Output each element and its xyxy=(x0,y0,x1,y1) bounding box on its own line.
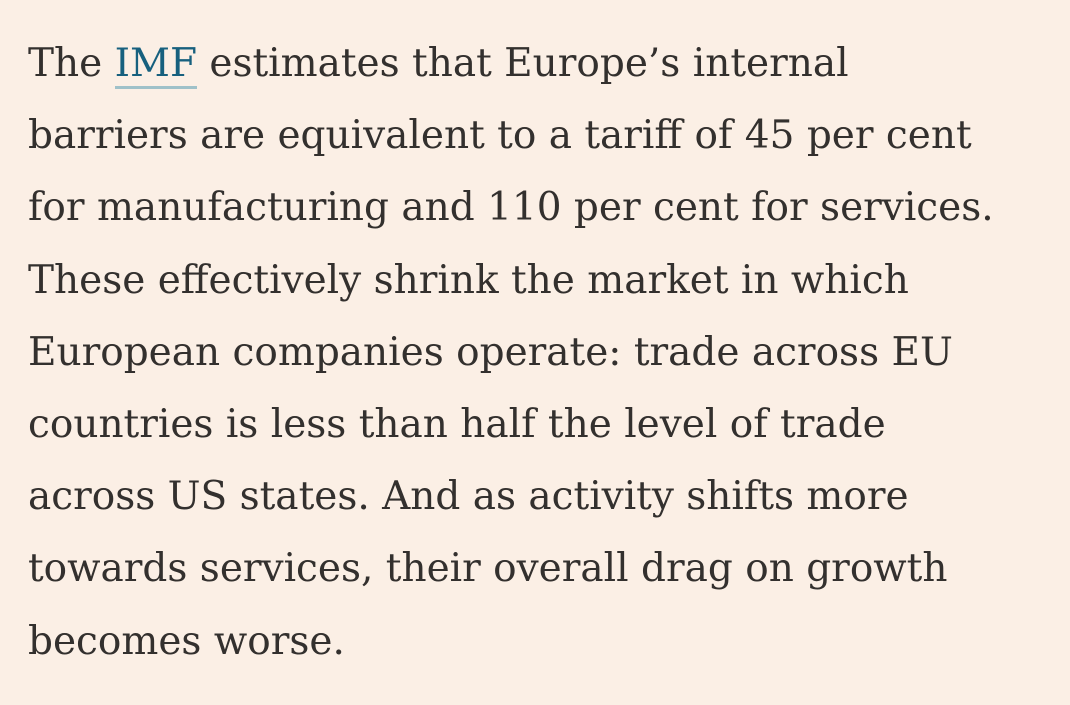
paragraph-line-3: for manufacturing and 110 per cent for s… xyxy=(28,185,994,231)
line-1-text-start: The xyxy=(28,41,115,86)
paragraph-line-1: The IMF estimates that Europe’s internal xyxy=(28,28,1058,100)
paragraph-line-4: These effectively shrink the market in w… xyxy=(28,257,909,303)
imf-link[interactable]: IMF xyxy=(114,41,198,89)
paragraph-line-5: European companies operate: trade across… xyxy=(28,329,953,375)
line-1-text-end: estimates that Europe’s internal xyxy=(197,41,849,86)
article-paragraph: The IMF estimates that Europe’s internal… xyxy=(28,28,1058,678)
paragraph-line-6: countries is less than half the level of… xyxy=(28,401,886,447)
paragraph-line-2: barriers are equivalent to a tariff of 4… xyxy=(28,113,972,159)
paragraph-line-7: across US states. And as activity shifts… xyxy=(28,474,909,520)
paragraph-line-8: towards services, their overall drag on … xyxy=(28,546,948,592)
paragraph-line-9: becomes worse. xyxy=(28,618,345,664)
